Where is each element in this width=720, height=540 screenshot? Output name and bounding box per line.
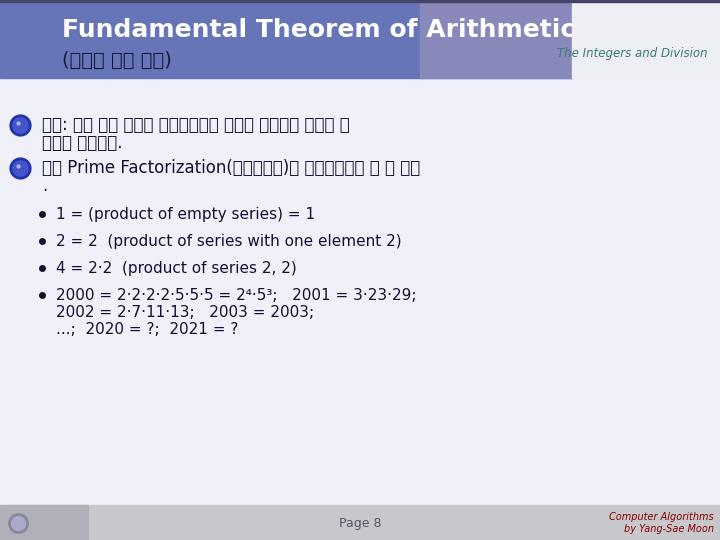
Text: (산술의 기본 정리): (산술의 기본 정리)	[62, 51, 172, 70]
Text: 정리: 모든 양의 정수는 오름차순으로 정렬된 소수들의 곱으로 유: 정리: 모든 양의 정수는 오름차순으로 정렬된 소수들의 곱으로 유	[42, 116, 350, 134]
Bar	[0, 0, 572, 78]
Text: Fundamental Theorem of Arithmetic: Fundamental Theorem of Arithmetic	[62, 18, 575, 42]
Text: The Integers and Division: The Integers and Division	[557, 46, 708, 59]
Bar	[0, 505, 88, 540]
Text: 2000 = 2·2·2·2·5·5·5 = 2⁴·5³;   2001 = 3·23·29;: 2000 = 2·2·2·2·5·5·5 = 2⁴·5³; 2001 = 3·2…	[56, 288, 416, 303]
Text: .: .	[42, 177, 48, 195]
Text: 2002 = 2·7·11·13;   2003 = 2003;: 2002 = 2·7·11·13; 2003 = 2003;	[56, 305, 314, 320]
Bar	[572, 0, 720, 78]
Text: 1 = (product of empty series) = 1: 1 = (product of empty series) = 1	[56, 207, 315, 222]
Text: 일하게 표현된다.: 일하게 표현된다.	[42, 134, 122, 152]
Text: ...;  2020 = ?;  2021 = ?: ...; 2020 = ?; 2021 = ?	[56, 322, 238, 337]
Bar	[420, 0, 572, 78]
Text: 2 = 2  (product of series with one element 2): 2 = 2 (product of series with one elemen…	[56, 234, 402, 249]
Text: 4 = 2·2  (product of series 2, 2): 4 = 2·2 (product of series 2, 2)	[56, 261, 297, 276]
Text: Page 8: Page 8	[338, 516, 382, 530]
Bar	[0, 0, 720, 2]
Bar	[0, 505, 720, 540]
Text: Computer Algorithms
by Yang-Sae Moon: Computer Algorithms by Yang-Sae Moon	[609, 512, 714, 534]
Text: 결국 Prime Factorization(소인수분해)를 이야기한다고 볼 수 있다: 결국 Prime Factorization(소인수분해)를 이야기한다고 볼 …	[42, 159, 420, 177]
